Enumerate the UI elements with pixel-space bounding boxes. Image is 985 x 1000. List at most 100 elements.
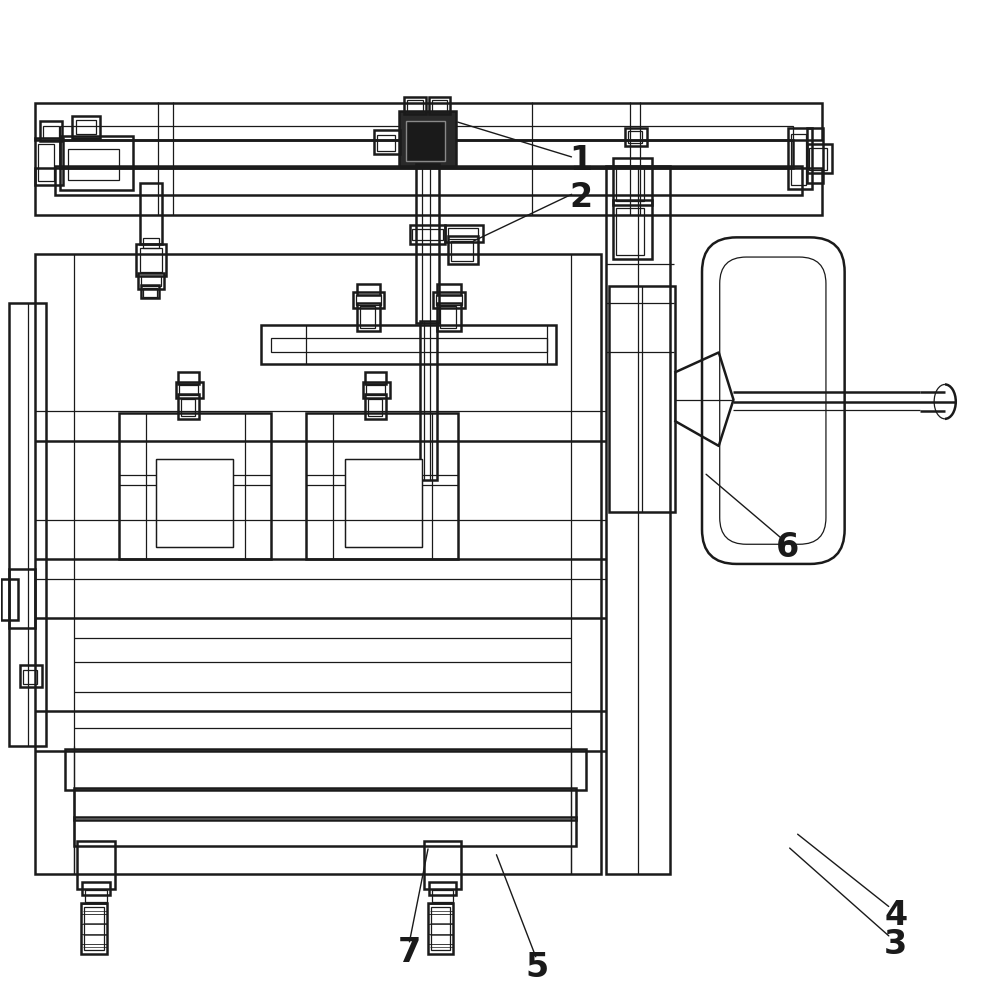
Bar (791, 134, 807, 185)
Bar (137, 244, 165, 276)
Bar (40, 121, 62, 141)
Bar (144, 238, 159, 248)
Bar (437, 284, 461, 295)
Bar (73, 116, 100, 138)
Bar (78, 841, 115, 889)
Bar (68, 149, 119, 180)
Bar (406, 121, 445, 161)
Bar (65, 749, 586, 790)
Bar (360, 306, 375, 328)
Bar (440, 306, 456, 328)
Bar (175, 382, 203, 398)
Bar (433, 292, 465, 308)
Text: 3: 3 (885, 928, 907, 961)
Bar (420, 321, 437, 480)
Bar (345, 459, 422, 547)
Bar (55, 166, 803, 195)
Bar (345, 459, 422, 547)
Bar (374, 130, 400, 154)
Bar (178, 385, 198, 395)
Bar (404, 97, 426, 114)
Bar (451, 241, 473, 261)
Bar (808, 144, 832, 173)
Bar (82, 903, 107, 954)
Bar (75, 788, 576, 820)
Bar (60, 126, 793, 140)
Bar (410, 225, 445, 244)
Bar (35, 168, 822, 215)
Bar (613, 158, 652, 205)
Bar (35, 103, 822, 140)
Bar (141, 248, 162, 272)
Bar (365, 385, 385, 395)
Bar (625, 128, 647, 146)
Bar (431, 890, 453, 902)
Text: 5: 5 (525, 951, 549, 984)
Bar (24, 670, 37, 684)
Bar (437, 303, 461, 331)
Bar (628, 131, 642, 143)
Bar (427, 903, 453, 954)
Bar (367, 399, 382, 416)
Bar (606, 166, 670, 874)
Bar (377, 135, 395, 151)
Bar (261, 325, 557, 364)
Bar (428, 882, 456, 895)
Bar (431, 100, 447, 111)
Bar (119, 413, 271, 559)
Bar (35, 138, 63, 185)
Bar (142, 285, 159, 298)
Bar (139, 273, 164, 289)
Bar (156, 459, 232, 547)
Bar (357, 284, 380, 295)
Text: 6: 6 (776, 531, 799, 564)
Bar (407, 100, 423, 111)
Bar (416, 164, 439, 323)
Bar (142, 276, 161, 286)
Bar (60, 140, 793, 168)
Bar (9, 569, 35, 628)
Bar (430, 907, 450, 950)
Bar (85, 907, 104, 950)
Bar (808, 128, 823, 183)
Bar (38, 144, 54, 181)
Bar (177, 372, 199, 384)
Bar (788, 128, 813, 189)
Polygon shape (676, 352, 734, 446)
Bar (1, 579, 19, 620)
Bar (362, 382, 390, 398)
Bar (83, 882, 110, 895)
Bar (609, 286, 676, 512)
Bar (43, 126, 59, 138)
Bar (613, 200, 652, 259)
Bar (75, 817, 576, 846)
Bar (9, 303, 46, 746)
Bar (156, 459, 232, 547)
Text: 7: 7 (397, 936, 421, 969)
Text: 4: 4 (885, 899, 907, 932)
Bar (144, 288, 157, 297)
Text: 1: 1 (569, 144, 593, 177)
Bar (141, 183, 162, 244)
Bar (424, 841, 461, 889)
Bar (271, 338, 547, 352)
Text: 2: 2 (569, 181, 593, 214)
Bar (353, 292, 384, 308)
Bar (86, 890, 107, 902)
Bar (77, 120, 97, 134)
Bar (180, 399, 195, 416)
Bar (364, 372, 386, 384)
Bar (21, 665, 42, 687)
Bar (436, 295, 462, 305)
Bar (357, 303, 380, 331)
Bar (448, 228, 478, 239)
Bar (60, 136, 134, 190)
Bar (305, 413, 458, 559)
Bar (810, 148, 827, 170)
Bar (356, 295, 381, 305)
Bar (448, 236, 478, 264)
Bar (35, 254, 601, 874)
Bar (617, 166, 644, 201)
Bar (177, 394, 199, 419)
Bar (428, 97, 450, 114)
